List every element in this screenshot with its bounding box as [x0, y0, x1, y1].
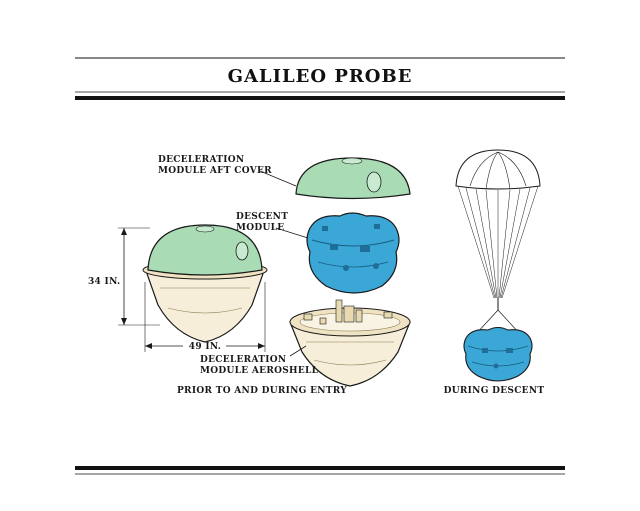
- descent-module-part: [306, 212, 400, 294]
- descent-module-label-line1: DESCENT: [236, 212, 288, 222]
- descent-module-leader: [275, 227, 309, 239]
- height-dimension: [118, 227, 160, 326]
- aft-cover-part: [295, 157, 411, 200]
- assembled-aeroshell: [144, 267, 266, 343]
- title-thick-rule: [75, 96, 565, 100]
- page-title: GALILEO PROBE: [228, 66, 413, 87]
- descent-module-label-line2: MODULE: [236, 223, 284, 233]
- aeroshell-label-line1: DECELERATION: [200, 355, 286, 365]
- parachute-icon: [455, 149, 541, 335]
- width-label: 49 IN.: [189, 342, 221, 352]
- bottom-thick-rule: [75, 466, 565, 470]
- descending-probe-icon: [463, 326, 533, 382]
- aft-cover-leader: [259, 170, 297, 187]
- aft-cover-label-line1: DECELERATION: [158, 155, 244, 165]
- width-dimension: [144, 282, 266, 352]
- assembled-aft-cover: [147, 224, 263, 276]
- aeroshell-leader: [289, 345, 307, 357]
- caption-prior-to-entry: PRIOR TO AND DURING ENTRY: [177, 386, 347, 396]
- aeroshell-part: [289, 299, 411, 387]
- caption-during-descent: DURING DESCENT: [444, 386, 545, 396]
- assembled-probe: [142, 224, 268, 343]
- aeroshell-label-line2: MODULE AEROSHELL: [200, 366, 319, 376]
- height-label: 34 IN.: [88, 277, 120, 287]
- aft-cover-label-line2: MODULE AFT COVER: [158, 166, 272, 176]
